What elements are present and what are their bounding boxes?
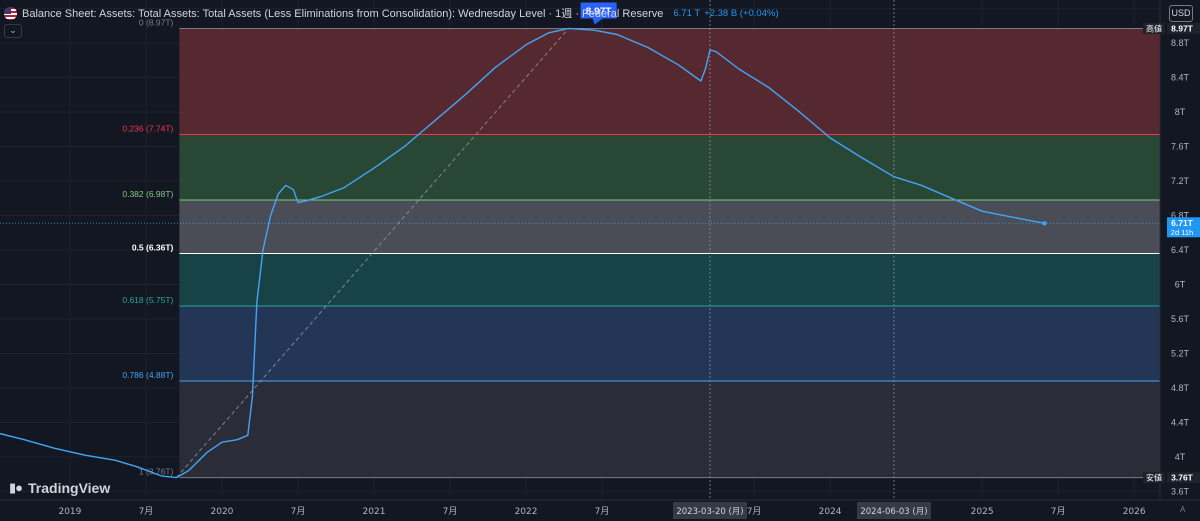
fib-band [179,134,1161,200]
logo-text: TradingView [28,480,111,496]
price-tag-label: 6.71T [1171,218,1194,228]
price-tag-high [1167,22,1200,34]
price-axis-tick: 4T [1175,452,1186,462]
price-tag-prefix-bg [1143,22,1165,34]
time-axis-tick: 7月 [595,506,610,517]
price-tag-prefix: 高値 [1146,23,1162,33]
time-axis-tick: 7月 [443,506,458,517]
price-tag-prefix: 安値 [1146,473,1162,483]
fib-trend-line [175,28,569,478]
price-tag-label: 3.76T [1171,473,1194,483]
time-axis-tick: 7月 [139,506,154,517]
price-axis-bg [1160,0,1200,521]
fib-band [179,200,1161,254]
chart-header: Balance Sheet: Assets: Total Assets: Tot… [4,5,779,21]
price-axis-tick: 5.6T [1171,314,1190,324]
date-marker-box [672,502,747,519]
price-axis-tick: 7.2T [1171,176,1190,186]
price-axis-tick: 6.4T [1171,245,1190,255]
price-tag-prefix-bg [1143,472,1165,484]
fib-level-label: 0.5 (6.36T) [132,242,174,252]
tradingview-logo: ▮● TradingView [9,480,110,496]
fib-level-label: 1 (3.76T) [139,467,174,477]
fib-band [179,28,1161,135]
time-axis-tick: 2026 [1123,507,1146,517]
auto-scale-button[interactable]: A [1180,505,1186,514]
price-axis-tick: 8.4T [1171,73,1190,83]
date-marker-label: 2023-03-20 (月) [676,507,743,517]
price-tag-last [1167,217,1200,238]
time-axis-tick: 2024 [819,507,842,517]
date-marker-box [856,502,931,519]
price-axis-tick: 4.4T [1171,417,1190,427]
fib-level-label: 0.236 (7.74T) [122,123,173,133]
fib-band [179,306,1161,382]
fib-level-label: 0.786 (4.88T) [122,370,173,380]
price-axis-tick: 4.8T [1171,383,1190,393]
peak-callout-box [580,2,617,25]
time-axis-tick: 7月 [291,506,306,517]
chevron-down-icon[interactable]: ⌄ [4,24,22,38]
price-axis-tick: 6T [1175,279,1186,289]
time-axis-tick: 2020 [211,507,234,517]
time-axis-tick: 2019 [58,507,81,517]
time-axis-tick: 2021 [363,507,386,517]
currency-button[interactable]: USD [1169,5,1193,22]
price-tag-sub: 2d 11h [1171,228,1193,237]
price-tag-label: 8.97T [1171,23,1194,33]
us-flag-icon [4,6,17,20]
time-axis-tick: 2025 [971,507,994,517]
fib-level-label: 0.382 (6.98T) [122,189,173,199]
date-marker-label: 2024-06-03 (月) [860,507,927,517]
time-axis-tick: 7月 [1051,506,1066,517]
time-axis-tick: 7月 [747,506,762,517]
price-axis-tick: 3.6T [1171,486,1190,496]
change-value: +2.38 B (+0.04%) [704,7,779,19]
time-axis-tick: 2022 [515,507,538,517]
price-axis-tick: 7.6T [1171,142,1190,152]
tradingview-logo-icon: ▮● [9,480,23,495]
peak-callout-label: 8.97T [586,6,612,17]
price-axis-tick: 5.2T [1171,348,1190,358]
fib-level-label: 0.618 (5.75T) [122,295,173,305]
price-axis-tick: 6.8T [1171,211,1190,221]
last-value: 6.71 T [673,7,701,19]
fib-band [179,381,1161,478]
price-axis-tick: 8.8T [1171,38,1190,48]
price-tag-low [1167,472,1200,484]
series-title: Balance Sheet: Assets: Total Assets: Tot… [22,8,664,20]
series-line [0,27,1045,479]
fib-level-label: 0 (8.97T) [139,17,174,27]
fib-band [179,253,1161,307]
price-axis-tick: 8T [1175,107,1186,117]
